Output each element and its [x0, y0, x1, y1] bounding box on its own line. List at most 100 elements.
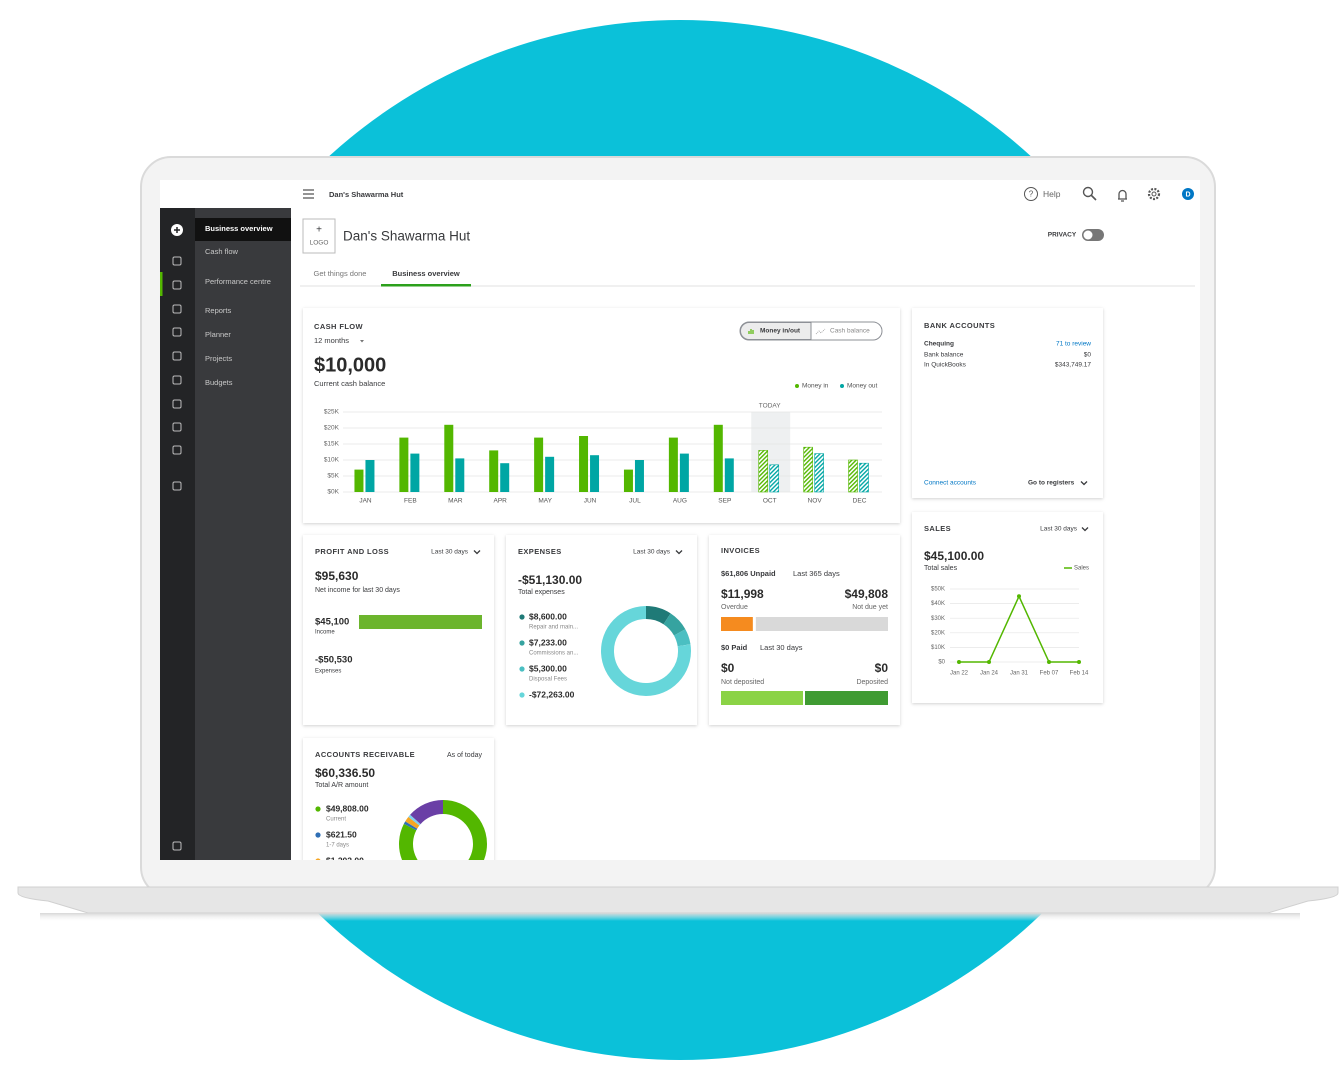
chevron[interactable]: [675, 550, 683, 555]
legend-dot: [519, 614, 525, 620]
bar: [410, 453, 420, 492]
donut-segment: [673, 629, 691, 647]
income-bar: [359, 615, 482, 629]
today-label: TODAY: [759, 403, 781, 410]
point: [987, 660, 991, 664]
nav-item[interactable]: Reports: [205, 306, 232, 315]
plus-icon: [174, 227, 180, 233]
sales-total-label: Total sales: [924, 565, 958, 572]
nav-item[interactable]: Performance centre: [205, 277, 271, 286]
x-tick-label: JAN: [359, 498, 372, 505]
ar-label: Current: [326, 817, 346, 823]
rail-icon[interactable]: [172, 375, 182, 385]
help-icon[interactable]: [1024, 187, 1038, 201]
donut-segment: [601, 606, 691, 696]
nav-item[interactable]: Cash flow: [205, 247, 239, 256]
rail-icon[interactable]: [172, 327, 182, 337]
ar-amount: $1,202.00: [326, 855, 364, 865]
y-tick-label: $0K: [327, 489, 339, 496]
bar: [668, 437, 678, 492]
chevron[interactable]: [473, 550, 481, 555]
legend-dot: [315, 858, 321, 860]
toggle-option[interactable]: Cash balance: [830, 328, 870, 335]
row-label: Bank balance: [924, 352, 964, 359]
bar: [354, 469, 364, 492]
review-link[interactable]: 71 to review: [1056, 341, 1091, 348]
rail-indicator: [160, 272, 163, 296]
nav-selected: [195, 218, 291, 241]
overdue-label: Overdue: [721, 604, 748, 611]
chevron[interactable]: [1080, 481, 1088, 486]
help-label[interactable]: Help: [1043, 189, 1061, 199]
nav-panel: [195, 180, 291, 860]
bell-icon[interactable]: [1118, 189, 1127, 202]
privacy-label: PRIVACY: [1048, 232, 1077, 239]
rail-icon[interactable]: [172, 445, 182, 455]
registers-link[interactable]: Go to registers: [1028, 480, 1075, 487]
rail-icon[interactable]: [172, 399, 182, 409]
caret: [360, 340, 364, 343]
not-due-amount: $49,808: [845, 587, 889, 601]
tab[interactable]: Business overview: [392, 269, 460, 278]
bar: [489, 450, 499, 492]
x-tick-label: Jan 22: [950, 671, 969, 677]
y-tick-label: $0: [938, 660, 945, 666]
y-tick-label: $20K: [324, 425, 340, 432]
row-value: $0: [1084, 352, 1092, 359]
point: [1017, 594, 1021, 599]
bar: [545, 456, 555, 492]
donut-segment: [663, 613, 686, 636]
paid: $0 Paid: [721, 643, 748, 652]
rail-icon[interactable]: [172, 256, 182, 266]
deposited-label: Deposited: [856, 679, 888, 686]
period-select[interactable]: Last 30 days: [1040, 526, 1078, 533]
nav-item[interactable]: Projects: [205, 354, 232, 363]
period-select[interactable]: Last 30 days: [431, 549, 469, 556]
card: [303, 535, 494, 725]
rail-icon[interactable]: [172, 422, 182, 432]
expense-amount: $7,233.00: [529, 637, 567, 647]
nav-item[interactable]: Planner: [205, 330, 231, 339]
search-icon[interactable]: [1082, 186, 1094, 198]
x-tick-label: Feb 14: [1070, 671, 1089, 677]
chevron[interactable]: [1081, 527, 1089, 532]
rail-icon[interactable]: [172, 304, 182, 314]
y-tick-label: $10K: [324, 457, 340, 464]
x-tick-label: SEP: [718, 498, 731, 505]
x-tick-label: MAR: [448, 498, 463, 505]
x-tick-label: NOV: [808, 498, 823, 505]
card-title: CASH FLOW: [314, 322, 364, 331]
not-due-bar: [755, 617, 888, 631]
menu-icon[interactable]: [303, 189, 314, 199]
rail-icon[interactable]: [172, 280, 182, 290]
rail-icon[interactable]: [172, 481, 182, 491]
toggle-option[interactable]: Money in/out: [760, 328, 801, 335]
gear-icon[interactable]: [1147, 187, 1161, 201]
avatar-letter: D: [1185, 191, 1190, 198]
rail-icon[interactable]: [172, 351, 182, 361]
y-tick-label: $10K: [931, 645, 945, 651]
cash-balance: $10,000: [314, 354, 386, 376]
logo-box[interactable]: [302, 218, 336, 254]
bar: [634, 460, 644, 492]
rail-icon[interactable]: [172, 841, 182, 851]
avatar[interactable]: [1182, 188, 1194, 200]
net-income: $95,630: [315, 569, 359, 583]
period-select[interactable]: 12 months: [314, 336, 349, 345]
deposited-bar: [805, 691, 888, 705]
connect-link[interactable]: Connect accounts: [924, 480, 977, 487]
net-income-label: Net income for last 30 days: [315, 587, 400, 594]
nav-item[interactable]: Budgets: [205, 378, 233, 387]
nav-item[interactable]: Business overview: [205, 224, 273, 233]
period-select[interactable]: Last 30 days: [633, 549, 671, 556]
toggle-selected: [740, 322, 812, 340]
tab[interactable]: Get things done: [314, 269, 367, 278]
card: [506, 535, 697, 725]
bar: [399, 437, 409, 492]
donut-segment: [410, 800, 444, 825]
x-tick-label: Jan 31: [1010, 671, 1029, 677]
overdue-bar: [721, 617, 753, 631]
card-title: INVOICES: [721, 546, 760, 555]
legend-dot: [315, 832, 321, 838]
donut-segment: [399, 800, 487, 860]
